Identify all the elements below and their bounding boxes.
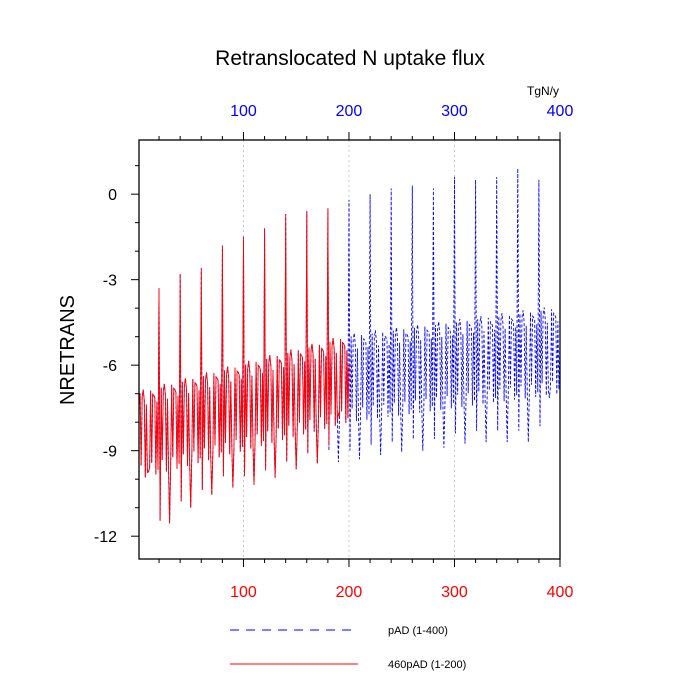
y-axis-label: NRETRANS xyxy=(57,295,79,405)
x-tick-label-bottom-400: 400 xyxy=(547,584,574,601)
axis-tick-labels: 100 200 300 400 100 200 300 400 0 -3 -6 -9 -12 xyxy=(94,103,574,601)
legend-label-pad: pAD (1-400) xyxy=(388,625,448,637)
grid-lines xyxy=(243,140,455,559)
plot-frame xyxy=(138,139,561,560)
units-label: TgN/y xyxy=(527,84,559,98)
legend-label-460pad: 460pAD (1-200) xyxy=(388,659,466,671)
x-tick-label-top-200: 200 xyxy=(336,103,363,120)
series-line-1 xyxy=(138,208,350,524)
y-tick-label--9: -9 xyxy=(103,444,117,461)
x-tick-label-top-100: 100 xyxy=(230,103,257,120)
axis-ticks xyxy=(131,132,561,567)
y-tick-label-0: 0 xyxy=(108,187,117,204)
x-tick-label-bottom-100: 100 xyxy=(230,584,257,601)
x-tick-label-top-300: 300 xyxy=(441,103,468,120)
legend: pAD (1-400) 460pAD (1-200) xyxy=(230,625,466,671)
y-tick-label--6: -6 xyxy=(103,358,117,375)
x-tick-label-bottom-200: 200 xyxy=(336,584,363,601)
series-line-0 xyxy=(138,168,561,524)
x-tick-label-bottom-300: 300 xyxy=(441,584,468,601)
series-layer xyxy=(138,168,561,524)
x-tick-label-top-400: 400 xyxy=(547,103,574,120)
y-tick-label--12: -12 xyxy=(94,529,117,546)
y-tick-label--3: -3 xyxy=(103,273,117,290)
chart-title: Retranslocated N uptake flux xyxy=(215,47,485,70)
